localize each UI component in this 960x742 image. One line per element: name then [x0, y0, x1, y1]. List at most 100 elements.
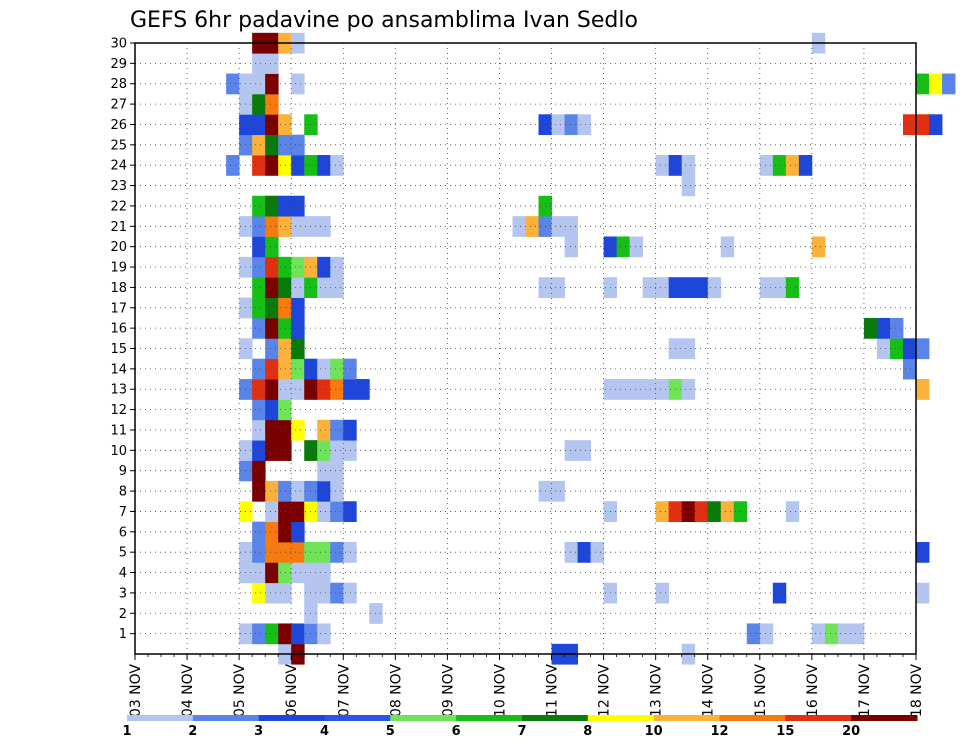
heatmap-cell: [343, 541, 357, 563]
y-tick-label: 3: [119, 586, 127, 601]
heatmap-cell: [278, 134, 292, 156]
heatmap-cell: [929, 114, 943, 136]
legend-label: 5: [386, 724, 395, 739]
heatmap-cell: [916, 114, 930, 136]
heatmap-cell: [252, 358, 266, 380]
heatmap-cell: [655, 582, 670, 604]
heatmap-cell: [291, 297, 305, 319]
heatmap-cell: [265, 419, 279, 441]
heatmap-cell: [291, 480, 305, 502]
heatmap-cell: [317, 501, 331, 523]
heatmap-cell: [278, 440, 292, 461]
heatmap-cell: [564, 236, 578, 258]
heatmap-cell: [785, 155, 800, 176]
heatmap-cell: [291, 358, 305, 380]
y-tick-label: 30: [110, 37, 127, 52]
y-tick-label: 6: [119, 525, 127, 540]
heatmap-cell: [265, 195, 279, 217]
heatmap-cell: [564, 440, 578, 461]
heatmap-cell: [291, 623, 305, 645]
y-tick-label: 2: [119, 607, 127, 622]
heatmap-cell: [902, 358, 917, 380]
x-tick-label: 03 NOV: [128, 664, 144, 718]
heatmap-cell: [577, 114, 591, 136]
x-tick-label: 17 NOV: [857, 664, 873, 718]
heatmap-cell: [850, 623, 865, 645]
heatmap-cell: [512, 216, 526, 237]
y-tick-label: 29: [110, 57, 127, 72]
y-tick-label: 19: [110, 261, 127, 276]
legend-swatch: [192, 715, 260, 721]
heatmap-cell: [811, 623, 826, 645]
heatmap-cell: [317, 256, 331, 278]
heatmap-cell: [252, 582, 266, 604]
heatmap-cell: [265, 114, 279, 136]
heatmap-cell: [317, 358, 331, 380]
heatmap-cell: [252, 277, 266, 298]
heatmap-cell: [252, 562, 266, 584]
legend-label: 2: [188, 724, 197, 739]
heatmap-cell: [564, 216, 578, 237]
heatmap-cell: [317, 277, 331, 298]
heatmap-cell: [317, 562, 331, 584]
heatmap-cell: [902, 338, 917, 360]
heatmap-cell: [811, 236, 826, 258]
heatmap-cell: [369, 603, 383, 624]
heatmap-cell: [681, 175, 696, 197]
heatmap-cell: [837, 623, 852, 645]
heatmap-cell: [291, 379, 305, 400]
heatmap-cell: [317, 582, 331, 604]
x-tick-label: 12 NOV: [597, 664, 613, 718]
heatmap-cell: [265, 399, 279, 421]
heatmap-cell: [681, 338, 696, 360]
heatmap-cell: [278, 256, 292, 278]
legend-label: 3: [254, 724, 263, 739]
heatmap-cell: [772, 582, 787, 604]
heatmap-cell: [278, 480, 292, 502]
y-tick-label: 20: [110, 240, 127, 255]
heatmap-cell: [902, 114, 917, 136]
heatmap-cell: [252, 53, 266, 74]
heatmap-cell: [265, 53, 279, 74]
y-tick-label: 7: [119, 505, 127, 520]
x-tick-label: 18 NOV: [909, 664, 925, 718]
heatmap-cell: [551, 277, 565, 298]
y-tick-label: 26: [110, 118, 127, 133]
heatmap-cell: [291, 134, 305, 156]
heatmap-cell: [252, 134, 266, 156]
y-tick-label: 25: [110, 138, 127, 153]
heatmap-cell: [317, 480, 331, 502]
heatmap-cell: [252, 623, 266, 645]
legend-swatch: [587, 715, 655, 721]
heatmap-cell: [252, 480, 266, 502]
legend-swatch: [456, 715, 523, 721]
x-tick-label: 07 NOV: [336, 664, 352, 718]
heatmap-cell: [252, 399, 266, 421]
heatmap-cell: [278, 399, 292, 421]
heatmap-cell: [343, 358, 357, 380]
y-tick-label: 11: [110, 423, 127, 438]
heatmap-cell: [330, 277, 344, 298]
heatmap-cell: [252, 256, 266, 278]
heatmap-cell: [278, 562, 292, 584]
heatmap-cell: [759, 623, 774, 645]
heatmap-cell: [252, 379, 266, 400]
heatmap-cell: [720, 501, 735, 523]
legend-label: 15: [776, 724, 794, 739]
heatmap-cell: [265, 440, 279, 461]
x-tick-label: 11 NOV: [545, 664, 561, 718]
legend-label: 7: [517, 724, 526, 739]
heatmap-cell: [252, 460, 266, 482]
heatmap-cell: [343, 419, 357, 441]
heatmap-cell: [278, 582, 292, 604]
heatmap-cell: [252, 195, 266, 217]
heatmap-cell: [642, 379, 657, 400]
heatmap-cell: [916, 73, 930, 95]
legend-label: 20: [842, 724, 860, 739]
heatmap-cell: [564, 114, 578, 136]
heatmap-cell: [278, 379, 292, 400]
heatmap-cell: [577, 440, 591, 461]
heatmap-cell: [772, 155, 787, 176]
heatmap-cell: [616, 379, 631, 400]
heatmap-cell: [317, 216, 331, 237]
